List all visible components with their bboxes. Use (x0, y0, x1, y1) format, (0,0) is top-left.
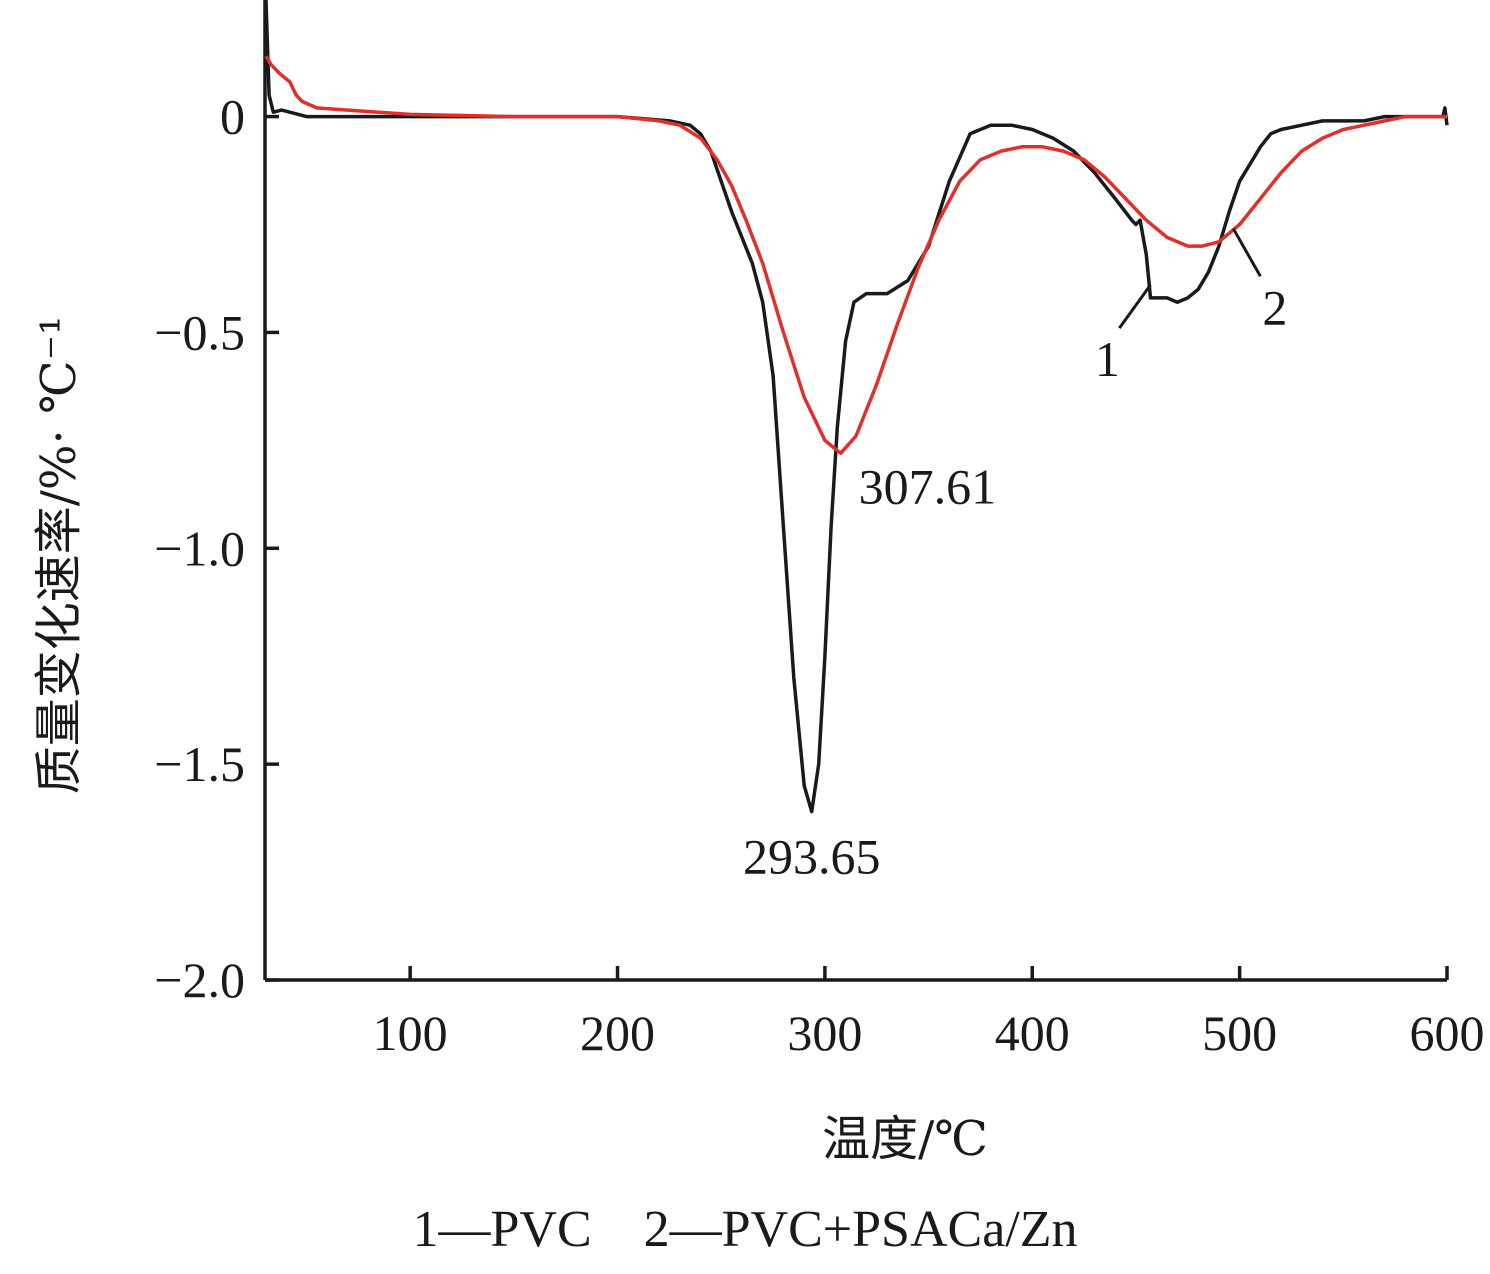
axes: 100 200 300 400 500 600 0 −0.5 −1.0 −1.5 −2.0 (154, 0, 1485, 1061)
x-tick-label: 500 (1202, 1005, 1277, 1061)
y-tick-label: 0 (220, 89, 245, 145)
x-tick-label: 300 (787, 1005, 862, 1061)
x-tick-label: 100 (373, 1005, 448, 1061)
annotation-layer: 293.65 307.61 1 2 (743, 228, 1287, 885)
y-tick-label: −2.0 (154, 952, 245, 1008)
series-leader-line (1118, 284, 1152, 329)
x-tick-label: 600 (1410, 1005, 1485, 1061)
series-layer (264, 0, 1449, 814)
y-tick-label: −1.5 (154, 736, 245, 792)
y-tick-label: −0.5 (154, 304, 245, 360)
series-leader-line (1232, 228, 1262, 278)
series-marker-label: 2 (1262, 279, 1287, 335)
peak-label: 293.65 (743, 829, 881, 885)
series-line-1 (264, 0, 1449, 814)
series-marker-label: 1 (1095, 331, 1120, 387)
x-tick-label: 400 (995, 1005, 1070, 1061)
x-axis-title: 温度/℃ (822, 1111, 988, 1167)
peak-label: 307.61 (859, 458, 997, 514)
dtg-chart: 100 200 300 400 500 600 0 −0.5 −1.0 −1.5 −2.0 293.… (31, 0, 1485, 1167)
legend-caption: 1—PVC 2—PVC+PSACa/Zn (412, 1201, 1078, 1258)
y-axis-title: 质量变化速率/%· ℃⁻¹ (31, 316, 87, 795)
series-line-2 (264, 55, 1447, 456)
x-tick-label: 200 (580, 1005, 655, 1061)
y-tick-label: −1.0 (154, 520, 245, 576)
